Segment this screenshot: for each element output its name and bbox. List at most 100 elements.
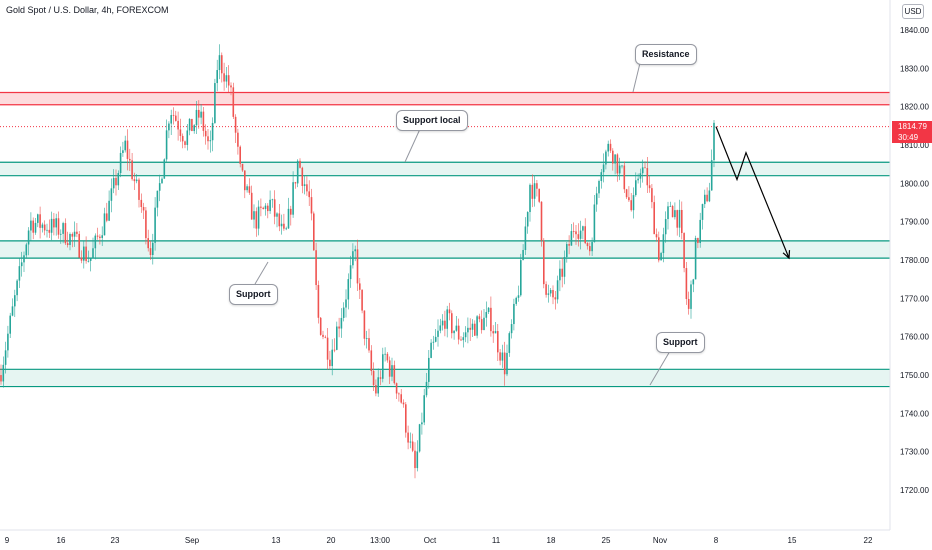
candle-body (18, 266, 21, 281)
candle-body (621, 165, 623, 167)
candle-body (193, 125, 195, 132)
candle-body (428, 357, 430, 382)
candle-body (191, 118, 193, 132)
candle-body (453, 330, 455, 334)
zones-layer (0, 91, 890, 388)
price-tick-label: 1790.00 (900, 218, 929, 227)
candle-body (692, 279, 695, 285)
candle-body (368, 338, 370, 351)
candle-body (163, 159, 166, 179)
support-local-callout[interactable]: Support local (396, 110, 468, 131)
candle-body (492, 331, 494, 334)
candle-body (129, 158, 131, 161)
candle-body (690, 284, 692, 309)
candle-body (239, 146, 241, 164)
candle-body (533, 183, 536, 199)
candle-body (9, 315, 11, 334)
candle-body (531, 184, 534, 199)
candle-body (221, 55, 223, 74)
price-tick-label: 1820.00 (900, 103, 929, 112)
candle-body (131, 160, 133, 180)
candle-body (349, 265, 352, 280)
candle-body (184, 141, 186, 145)
candle-body (485, 311, 488, 318)
candle-body (568, 244, 570, 246)
candle-body (303, 184, 306, 186)
candle-body (490, 307, 492, 332)
candle-body (540, 201, 543, 241)
candle-body (108, 200, 110, 221)
candle-body (432, 341, 435, 343)
candle-body (96, 235, 99, 237)
candle-body (556, 280, 559, 300)
candle-body (388, 360, 391, 377)
price-tick-label: 1830.00 (900, 64, 929, 73)
candle-body (476, 316, 478, 336)
candle-body (483, 317, 485, 331)
candle-body (382, 354, 384, 379)
candle-body (708, 190, 711, 202)
candle-body (186, 130, 189, 145)
candle-body (664, 219, 667, 235)
candle-body (211, 122, 214, 141)
candle-body (202, 111, 205, 131)
candle-body (517, 295, 520, 298)
candle-body (78, 233, 80, 258)
candle-body (625, 189, 628, 198)
candle-body (462, 337, 465, 341)
candle-body (577, 234, 580, 239)
support-callout-right[interactable]: Support (656, 332, 705, 353)
candle-body (11, 306, 14, 316)
candle-body (62, 223, 64, 234)
time-tick-label: 8 (714, 536, 719, 545)
currency-button[interactable]: USD (902, 4, 924, 19)
candle-body (563, 257, 566, 277)
candle-body (92, 248, 94, 259)
candle-body (469, 327, 471, 330)
candle-body (0, 375, 2, 382)
candle-body (4, 350, 7, 365)
candle-body (637, 178, 639, 181)
candle-body (285, 228, 287, 230)
price-axis: 1720.00 1730.00 1740.00 1750.00 1760.00 1770.… (889, 0, 929, 530)
candle-body (575, 231, 577, 235)
candle-body (255, 211, 258, 229)
candle-body (154, 207, 156, 243)
candle-body (283, 223, 285, 229)
candle-body (290, 208, 292, 215)
candle-body (214, 83, 216, 123)
projection-arrowhead (782, 250, 791, 260)
candle-body (669, 206, 672, 207)
candle-body (299, 160, 301, 168)
support-callout-left[interactable]: Support (229, 284, 278, 305)
candle-body (352, 251, 354, 266)
candle-body (140, 199, 143, 208)
candle-body (515, 297, 517, 304)
candle-body (685, 268, 688, 299)
candle-body (499, 352, 501, 361)
candle-body (701, 204, 704, 220)
candle-body (494, 331, 497, 334)
candle-body (264, 205, 267, 209)
candle-body (386, 353, 389, 361)
candle-body (342, 307, 345, 318)
candle-body (181, 135, 184, 142)
candle-body (262, 207, 264, 209)
resistance-callout[interactable]: Resistance (635, 44, 697, 65)
price-tick-label: 1720.00 (900, 486, 929, 495)
candle-body (271, 199, 274, 201)
candle-body (119, 152, 122, 174)
candle-body (207, 136, 209, 142)
candle-body (338, 326, 340, 329)
candle-body (170, 115, 172, 124)
candle-body (234, 116, 237, 133)
candle-body (110, 188, 113, 201)
candle-body (623, 165, 626, 190)
candle-body (287, 208, 290, 229)
candle-body (273, 199, 276, 217)
candle-body (582, 226, 584, 231)
candle-body (676, 210, 678, 228)
candle-body (704, 194, 706, 205)
candle-body (71, 233, 74, 237)
